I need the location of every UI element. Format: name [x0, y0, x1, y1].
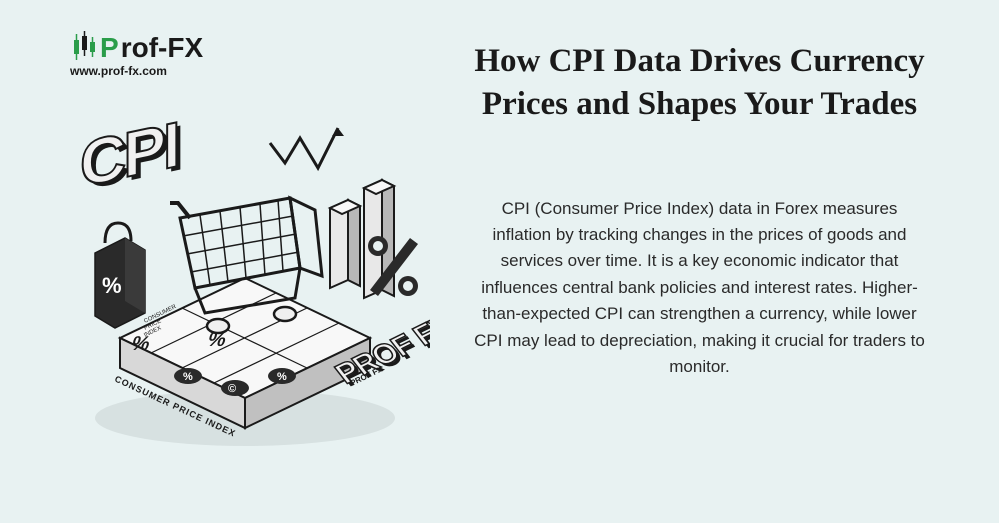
svg-text:%: %	[277, 371, 287, 383]
chart-line-icon	[270, 128, 344, 168]
page-container: P rof-FX www.prof-fx.com	[0, 0, 999, 523]
left-panel: P rof-FX www.prof-fx.com	[0, 0, 440, 523]
brand-logo: P rof-FX	[70, 30, 203, 62]
shopping-bag-icon: %	[95, 223, 145, 328]
svg-text:©: ©	[228, 383, 236, 395]
brand-url: www.prof-fx.com	[70, 64, 167, 78]
brand-logo-area: P rof-FX www.prof-fx.com	[70, 30, 420, 78]
cpi-text-3d: CPI CPI	[80, 108, 182, 204]
svg-text:%: %	[102, 273, 122, 298]
logo-text-rest: rof-FX	[121, 34, 203, 62]
candlestick-icon	[70, 30, 98, 62]
article-title: How CPI Data Drives Currency Prices and …	[470, 40, 929, 126]
right-panel: How CPI Data Drives Currency Prices and …	[440, 0, 999, 523]
cpi-illustration: % % % © % CPI CPI	[70, 88, 430, 468]
svg-text:%: %	[183, 371, 193, 383]
logo-letter-p: P	[100, 34, 119, 62]
article-body: CPI (Consumer Price Index) data in Forex…	[470, 196, 929, 380]
